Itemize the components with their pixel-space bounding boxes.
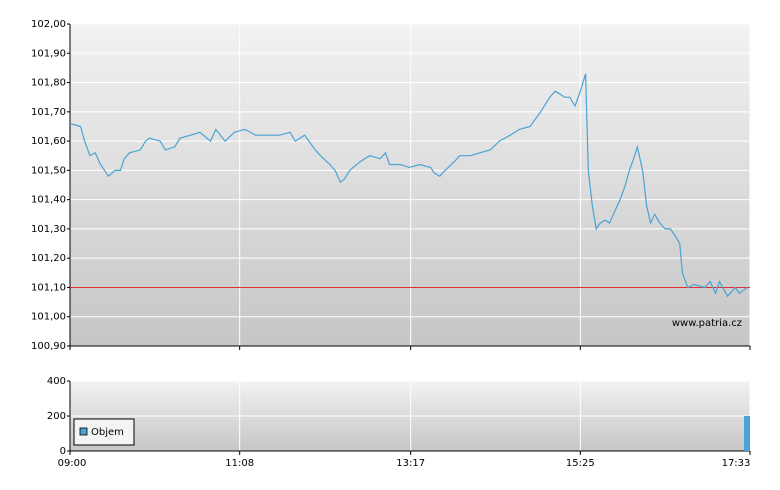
y-tick-label: 400 [47, 376, 66, 387]
y-tick-label: 0 [60, 446, 66, 457]
watermark: www.patria.cz [672, 318, 742, 329]
y-tick-label: 101,40 [31, 195, 66, 206]
volume-bar [744, 416, 750, 451]
y-tick-label: 101,10 [31, 282, 66, 293]
price-line [69, 73, 748, 298]
y-tick-label: 102,00 [31, 19, 66, 30]
y-tick-label: 101,80 [31, 78, 66, 89]
x-tick-label: 13:17 [396, 458, 425, 469]
y-tick-label: 101,70 [31, 107, 66, 118]
x-tick-label: 15:25 [566, 458, 595, 469]
y-tick-label: 200 [47, 411, 66, 422]
y-tick-label: 101,50 [31, 165, 66, 176]
x-tick-label: 11:08 [225, 458, 254, 469]
legend-swatch [79, 427, 88, 436]
y-tick-label: 101,90 [31, 48, 66, 59]
y-tick-label: 101,20 [31, 253, 66, 264]
y-tick-label: 101,00 [31, 312, 66, 323]
y-tick-label: 101,60 [31, 136, 66, 147]
price-plot-area [70, 24, 750, 346]
x-tick-label: 09:00 [58, 458, 87, 469]
y-tick-label: 101,30 [31, 224, 66, 235]
y-tick-label: 100,90 [31, 341, 66, 352]
x-tick-label: 17:33 [722, 458, 751, 469]
legend-label: Objem [91, 427, 124, 438]
